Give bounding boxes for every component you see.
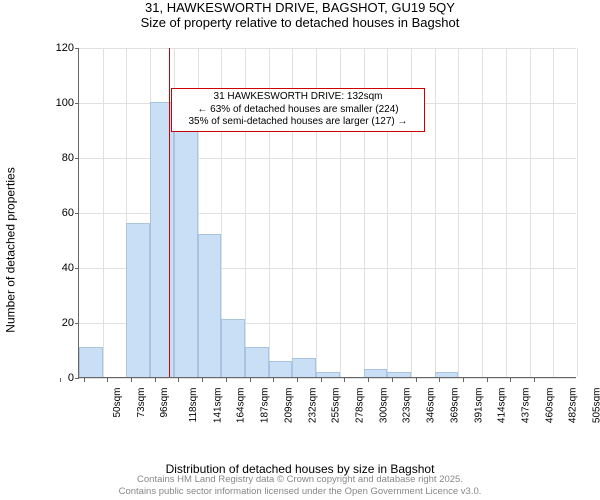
xtick-mark [534, 378, 535, 382]
bar [292, 358, 316, 377]
ytick-mark [75, 103, 79, 104]
bar [126, 223, 150, 377]
xtick-mark [368, 378, 369, 382]
ytick-mark [75, 48, 79, 49]
bar [198, 234, 222, 377]
footer-line-2: Contains public sector information licen… [0, 486, 600, 498]
xtick-mark [321, 378, 322, 382]
xtick-label: 391sqm [473, 388, 484, 424]
ytick-mark [75, 323, 79, 324]
xtick-mark [155, 378, 156, 382]
annotation-box: 31 HAWKESWORTH DRIVE: 132sqm← 63% of det… [171, 88, 425, 132]
ytick-mark [75, 378, 79, 379]
xtick-label: 346sqm [426, 388, 437, 424]
xtick-mark [131, 378, 132, 382]
ytick-mark [75, 158, 79, 159]
gridline-h [79, 48, 576, 49]
footer-line-1: Contains HM Land Registry data © Crown c… [0, 474, 600, 486]
xtick-label: 96sqm [159, 388, 170, 418]
xtick-label: 141sqm [212, 388, 223, 424]
gridline-v [530, 48, 531, 377]
bar [174, 119, 198, 378]
xtick-mark [416, 378, 417, 382]
bar [269, 361, 293, 378]
xtick-label: 209sqm [283, 388, 294, 424]
ytick-mark [75, 268, 79, 269]
chart-title: 31, HAWKESWORTH DRIVE, BAGSHOT, GU19 5QY [0, 0, 600, 15]
xtick-mark [107, 378, 108, 382]
bar [387, 372, 411, 378]
ytick-mark [75, 213, 79, 214]
xtick-mark [463, 378, 464, 382]
gridline-v [435, 48, 436, 377]
gridline-v [103, 48, 104, 377]
xtick-label: 278sqm [355, 388, 366, 424]
xtick-label: 50sqm [112, 388, 123, 418]
annotation-line: ← 63% of detached houses are smaller (22… [176, 104, 420, 117]
gridline-v [553, 48, 554, 377]
xtick-label: 414sqm [497, 388, 508, 424]
xtick-label: 482sqm [568, 388, 579, 424]
xtick-label: 232sqm [307, 388, 318, 424]
ytick-label: 20 [44, 317, 74, 329]
xtick-mark [344, 378, 345, 382]
gridline-v [577, 48, 578, 377]
xtick-mark [178, 378, 179, 382]
y-axis-label: Number of detached properties [4, 167, 18, 332]
xtick-label: 460sqm [544, 388, 555, 424]
xtick-label: 437sqm [521, 388, 532, 424]
xtick-mark [510, 378, 511, 382]
ytick-label: 60 [44, 207, 74, 219]
xtick-label: 505sqm [592, 388, 600, 424]
chart-container: 31 HAWKESWORTH DRIVE: 132sqm← 63% of det… [48, 48, 576, 426]
xtick-label: 300sqm [378, 388, 389, 424]
xtick-label: 369sqm [449, 388, 460, 424]
plot-area: 31 HAWKESWORTH DRIVE: 132sqm← 63% of det… [78, 48, 576, 378]
xtick-mark [250, 378, 251, 382]
xtick-label: 73sqm [136, 388, 147, 418]
gridline-v [482, 48, 483, 377]
ytick-label: 100 [44, 97, 74, 109]
ytick-label: 120 [44, 42, 74, 54]
xtick-label: 164sqm [236, 388, 247, 424]
xtick-mark [60, 378, 61, 382]
xtick-mark [392, 378, 393, 382]
bar [79, 347, 103, 377]
xtick-label: 323sqm [402, 388, 413, 424]
xtick-mark [84, 378, 85, 382]
xtick-label: 118sqm [188, 388, 199, 423]
xtick-mark [226, 378, 227, 382]
bar [150, 102, 174, 377]
gridline-v [506, 48, 507, 377]
bar [221, 319, 245, 377]
xtick-label: 255sqm [331, 388, 342, 424]
marker-line [169, 48, 170, 377]
footer-attribution: Contains HM Land Registry data © Crown c… [0, 474, 600, 498]
chart-subtitle: Size of property relative to detached ho… [0, 15, 600, 30]
ytick-label: 80 [44, 152, 74, 164]
gridline-h [79, 378, 576, 379]
gridline-v [458, 48, 459, 377]
annotation-line: 35% of semi-detached houses are larger (… [176, 116, 420, 129]
xtick-label: 187sqm [260, 388, 271, 424]
ytick-label: 40 [44, 262, 74, 274]
annotation-line: 31 HAWKESWORTH DRIVE: 132sqm [176, 91, 420, 104]
bar [364, 369, 388, 377]
xtick-mark [273, 378, 274, 382]
xtick-mark [202, 378, 203, 382]
bar [245, 347, 269, 377]
bar [316, 372, 340, 378]
xtick-mark [487, 378, 488, 382]
xtick-mark [297, 378, 298, 382]
xtick-mark [439, 378, 440, 382]
bar [435, 372, 459, 378]
